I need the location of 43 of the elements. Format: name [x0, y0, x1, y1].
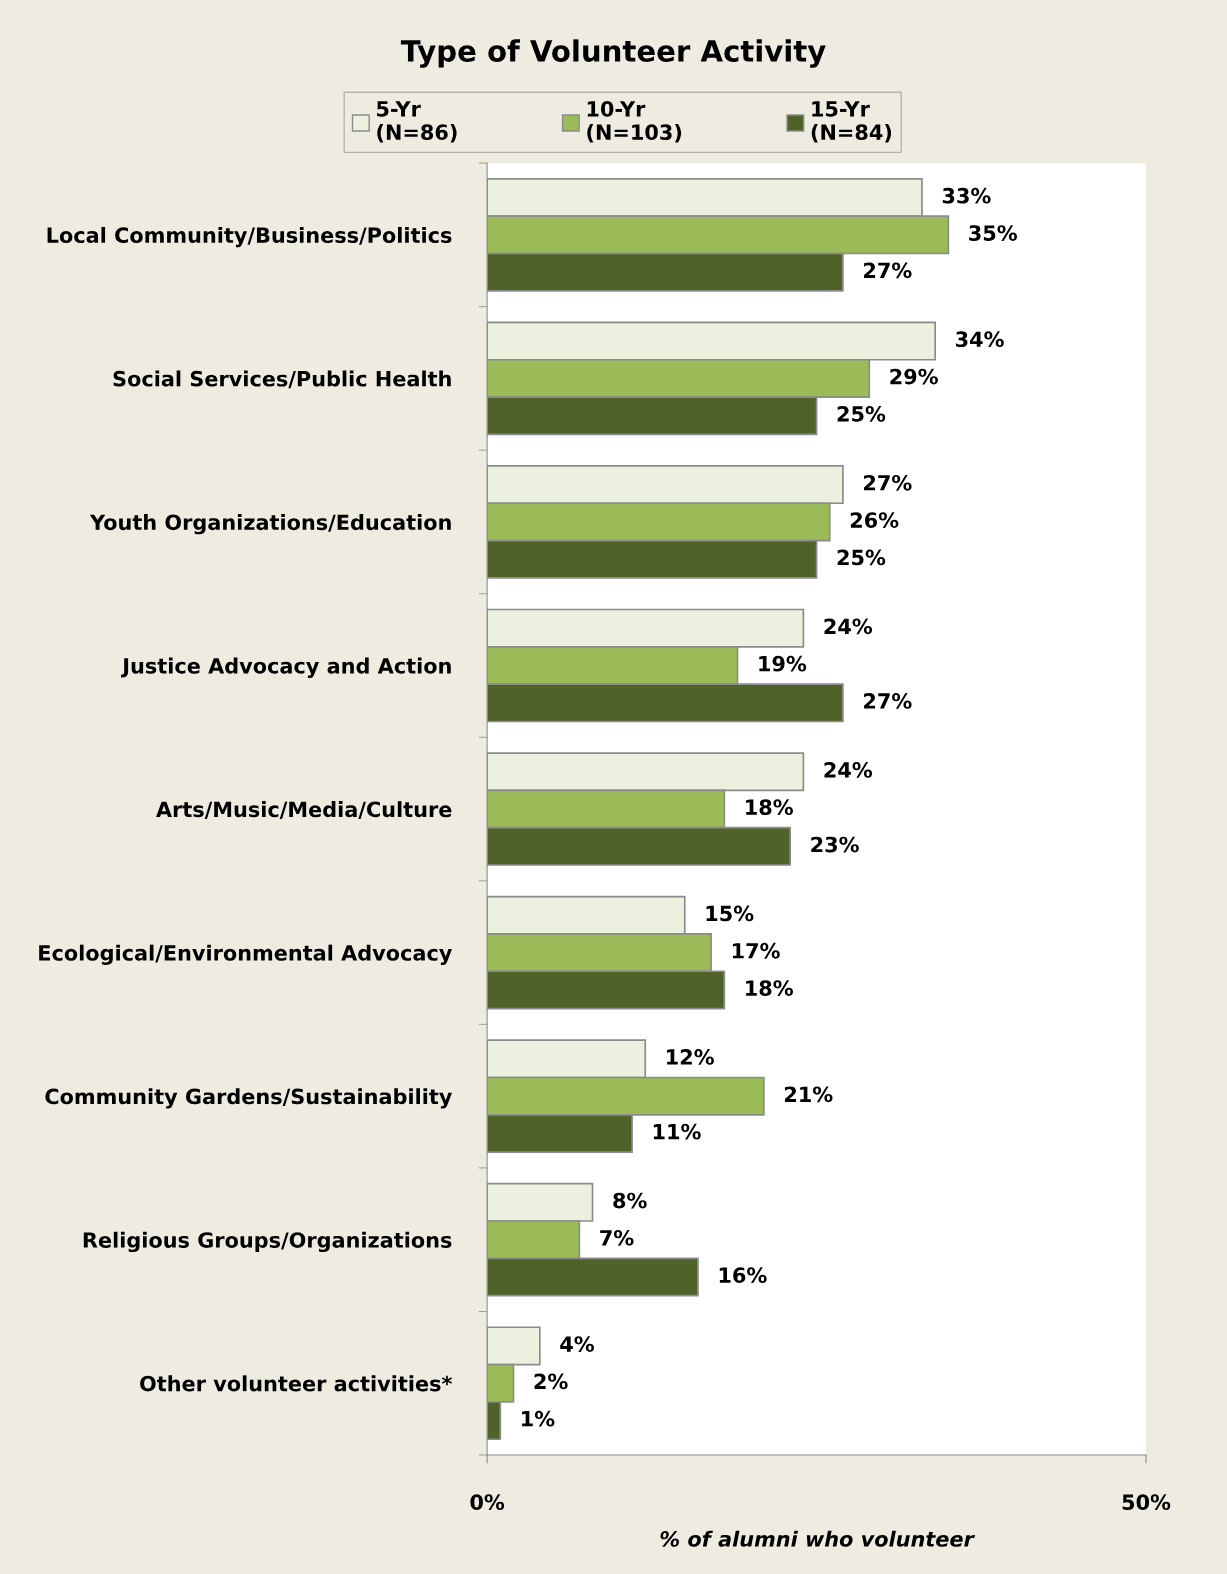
- data-label: 1%: [522, 1410, 555, 1427]
- y-tick-label: Ecological/Environmental Advocacy: [39, 944, 453, 965]
- data-label: 24%: [824, 618, 873, 635]
- x-axis-title: % of alumni who volunteer: [660, 1530, 975, 1547]
- data-label: 12%: [667, 1049, 714, 1065]
- data-label: 33%: [942, 187, 991, 204]
- data-label: 25%: [837, 549, 886, 566]
- data-label: 26%: [850, 512, 899, 528]
- data-label: 4%: [560, 1336, 594, 1352]
- legend-label: 15-Yr (N=84): [811, 101, 892, 143]
- chart-title: Type of Volunteer Activity: [400, 39, 826, 68]
- data-label: 27%: [864, 262, 912, 279]
- y-tick-label: Other volunteer activities*: [140, 1375, 452, 1392]
- data-label: 7%: [600, 1229, 634, 1246]
- data-label: 27%: [864, 693, 912, 709]
- y-tick-label: Justice Advocacy and Action: [121, 657, 451, 678]
- y-tick-label: Youth Organizations/Education: [89, 514, 451, 535]
- data-label: 35%: [969, 225, 1017, 241]
- data-label: 15%: [706, 905, 754, 922]
- x-tick-label: 0%: [470, 1494, 505, 1511]
- legend-label: 10-Yr (N=103): [587, 100, 682, 143]
- data-label: 34%: [956, 331, 1004, 348]
- data-label: 27%: [864, 474, 912, 491]
- x-tick-label: 50%: [1122, 1494, 1171, 1511]
- data-label: 16%: [719, 1267, 767, 1284]
- y-tick-label: Religious Groups/Organizations: [83, 1231, 452, 1253]
- data-label: 24%: [824, 762, 873, 778]
- data-label: 25%: [837, 406, 886, 422]
- data-label: 23%: [811, 836, 859, 853]
- data-label: 18%: [746, 799, 793, 816]
- data-label: 8%: [613, 1192, 647, 1209]
- data-label: 19%: [759, 655, 807, 672]
- data-label: 11%: [653, 1123, 701, 1140]
- y-tick-label: Social Services/Public Health: [113, 370, 451, 389]
- data-label: 17%: [732, 942, 780, 959]
- y-tick-label: Arts/Music/Media/Culture: [156, 801, 452, 819]
- data-label: 29%: [890, 368, 938, 385]
- data-label: 2%: [534, 1373, 568, 1390]
- legend-label: 5-Yr (N=86): [377, 101, 457, 143]
- data-label: 21%: [784, 1086, 833, 1103]
- y-tick-label: Community Gardens/Sustainability: [45, 1088, 453, 1109]
- y-tick-label: Local Community/Business/Politics: [47, 226, 452, 248]
- data-label: 18%: [746, 980, 793, 996]
